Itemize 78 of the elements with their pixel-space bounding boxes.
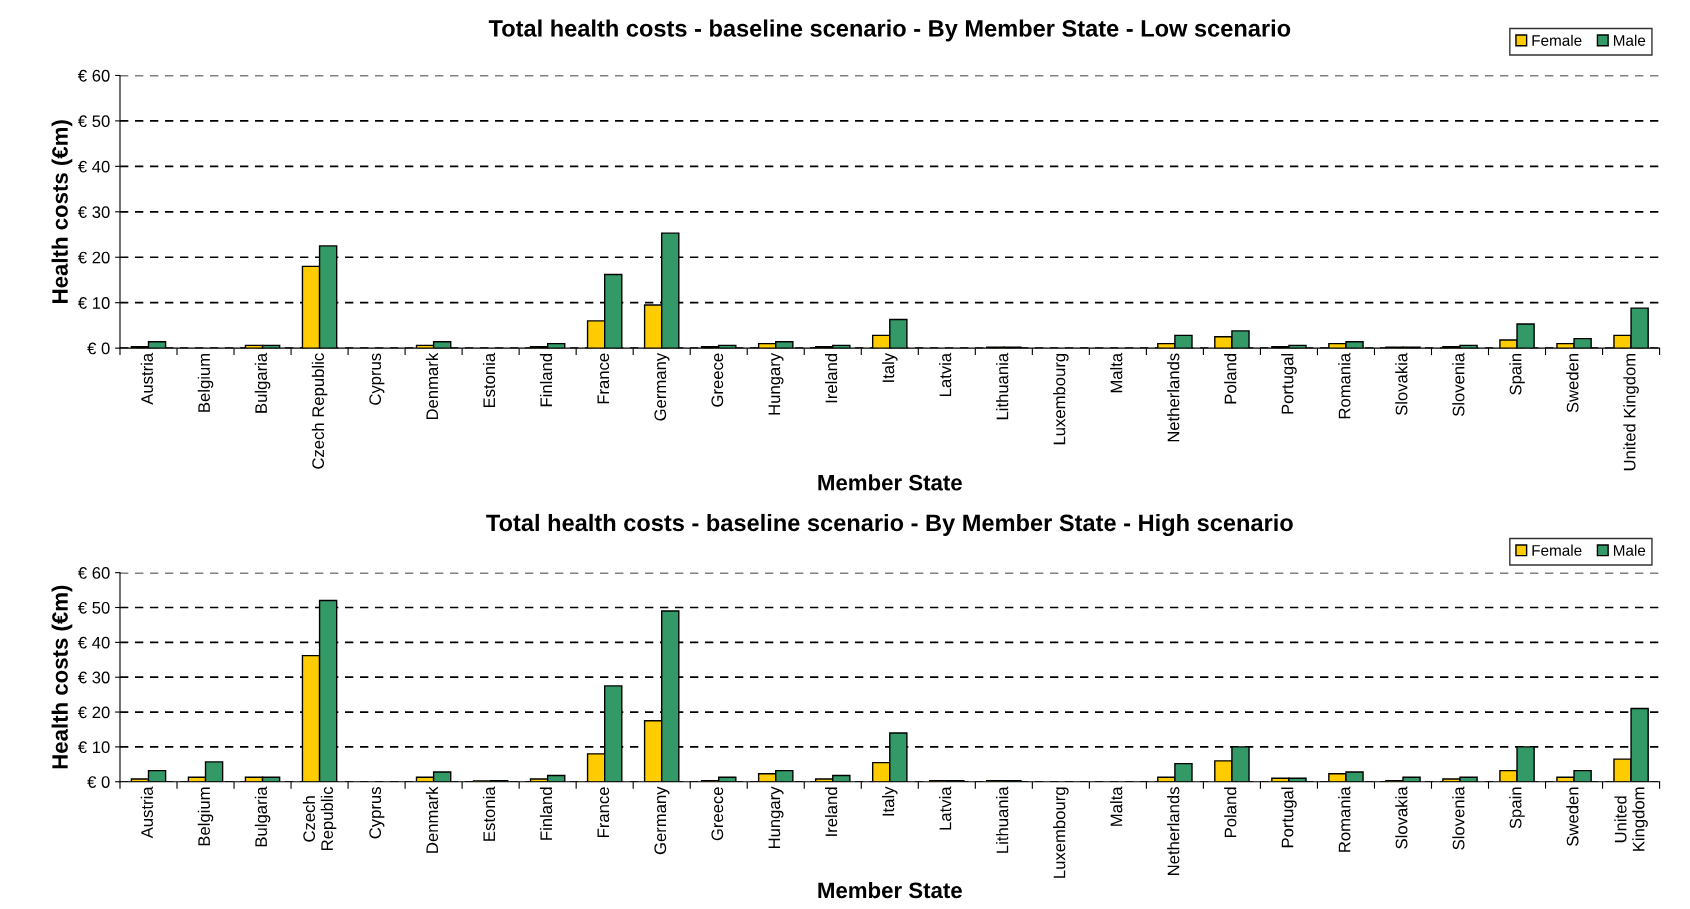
legend-label: Female bbox=[1532, 544, 1582, 556]
x-axis-title: Member State bbox=[818, 881, 962, 899]
x-tick-label: Netherlands bbox=[1167, 787, 1180, 875]
y-tick-label: € 30 bbox=[77, 206, 110, 218]
y-tick-label: € 60 bbox=[77, 567, 110, 579]
x-tick-label: Greece bbox=[711, 787, 724, 841]
y-axis-title: Health costs (€m) bbox=[51, 585, 73, 769]
y-tick-label: € 0 bbox=[87, 342, 110, 355]
x-tick-label: Slovakia bbox=[1395, 786, 1408, 849]
legend-label: Male bbox=[1613, 544, 1646, 556]
x-tick-label: Bulgaria bbox=[254, 352, 271, 413]
x-tick-label: Estonia bbox=[482, 786, 496, 841]
x-tick-label: Lithuania bbox=[996, 786, 1009, 853]
x-tick-label: Czech Republic bbox=[302, 786, 337, 850]
x-tick-label: Malta bbox=[1110, 786, 1123, 826]
x-tick-label: Finland bbox=[539, 353, 553, 407]
y-tick-label: € 50 bbox=[77, 115, 110, 128]
x-tick-label: Poland bbox=[1224, 787, 1237, 837]
y-tick-label: € 20 bbox=[77, 251, 110, 264]
y-tick-label: € 30 bbox=[77, 671, 110, 684]
x-tick-label: Denmark bbox=[425, 786, 439, 853]
x-tick-label: France bbox=[597, 787, 610, 837]
x-tick-label: Cyprus bbox=[369, 353, 385, 405]
x-tick-label: Latvia bbox=[939, 786, 952, 830]
y-tick-label: € 40 bbox=[77, 160, 110, 173]
y-tick-label: € 60 bbox=[77, 69, 110, 82]
x-tick-label: United Kingdom bbox=[1623, 353, 1639, 471]
x-tick-label: Lithuania bbox=[996, 352, 1009, 420]
x-tick-label: Netherlands bbox=[1167, 353, 1180, 442]
x-tick-label: Spain bbox=[1509, 353, 1525, 395]
x-tick-label: Germany bbox=[654, 786, 670, 855]
x-tick-label: Bulgaria bbox=[254, 786, 271, 847]
x-tick-label: Portugal bbox=[1281, 787, 1297, 848]
x-tick-label: Denmark bbox=[425, 352, 439, 420]
x-tick-label: Sweden bbox=[1566, 787, 1579, 846]
x-tick-label: Cyprus bbox=[369, 787, 385, 839]
y-tick-label: € 40 bbox=[77, 636, 110, 649]
x-tick-label: Germany bbox=[654, 352, 670, 421]
x-tick-label: Estonia bbox=[482, 352, 496, 408]
x-tick-label: Ireland bbox=[824, 353, 838, 403]
x-tick-label: Luxembourg bbox=[1053, 787, 1069, 878]
y-tick-label: € 0 bbox=[87, 776, 110, 788]
x-tick-label: Portugal bbox=[1281, 353, 1297, 414]
x-tick-label: Finland bbox=[539, 787, 553, 840]
y-tick-label: € 10 bbox=[77, 297, 110, 309]
x-tick-label: Romania bbox=[1338, 352, 1351, 419]
x-tick-label: Belgium bbox=[197, 353, 214, 412]
x-tick-label: Austria bbox=[140, 352, 153, 405]
y-tick-label: € 50 bbox=[77, 601, 110, 614]
x-tick-label: Greece bbox=[711, 353, 724, 407]
x-tick-label: Latvia bbox=[939, 352, 952, 396]
x-tick-label: Czech Republic bbox=[311, 353, 328, 469]
x-tick-label: Sweden bbox=[1566, 353, 1579, 413]
y-tick-label: € 10 bbox=[77, 741, 110, 754]
chart-title: Total health costs - baseline scenario - By Member State - Low scenario bbox=[488, 19, 1291, 42]
x-tick-label: Slovenia bbox=[1452, 786, 1465, 850]
legend-label: Female bbox=[1532, 34, 1582, 46]
x-tick-label: Italy bbox=[882, 352, 898, 382]
y-axis-title: Health costs (€m) bbox=[51, 120, 73, 303]
x-tick-label: Austria bbox=[140, 786, 153, 839]
x-tick-label: Ireland bbox=[824, 787, 838, 836]
x-tick-label: Luxembourg bbox=[1053, 353, 1069, 445]
x-tick-label: Spain bbox=[1509, 787, 1525, 829]
x-tick-label: France bbox=[597, 353, 610, 404]
x-tick-label: Slovenia bbox=[1452, 352, 1465, 417]
x-tick-label: Italy bbox=[882, 786, 898, 816]
y-tick-label: € 20 bbox=[77, 706, 110, 719]
chart-title: Total health costs - baseline scenario - By Member State - High scenario bbox=[486, 513, 1293, 537]
x-tick-label: Poland bbox=[1224, 353, 1237, 404]
x-axis-title: Member State bbox=[818, 474, 962, 491]
x-tick-label: Romania bbox=[1338, 786, 1351, 852]
legend-label: Male bbox=[1613, 34, 1646, 46]
x-tick-label: United Kingdom bbox=[1614, 787, 1648, 851]
x-tick-label: Belgium bbox=[197, 787, 214, 846]
x-tick-label: Hungary bbox=[768, 352, 784, 415]
x-tick-label: Hungary bbox=[768, 786, 784, 849]
x-tick-label: Malta bbox=[1110, 352, 1123, 393]
x-tick-label: Slovakia bbox=[1395, 352, 1408, 416]
